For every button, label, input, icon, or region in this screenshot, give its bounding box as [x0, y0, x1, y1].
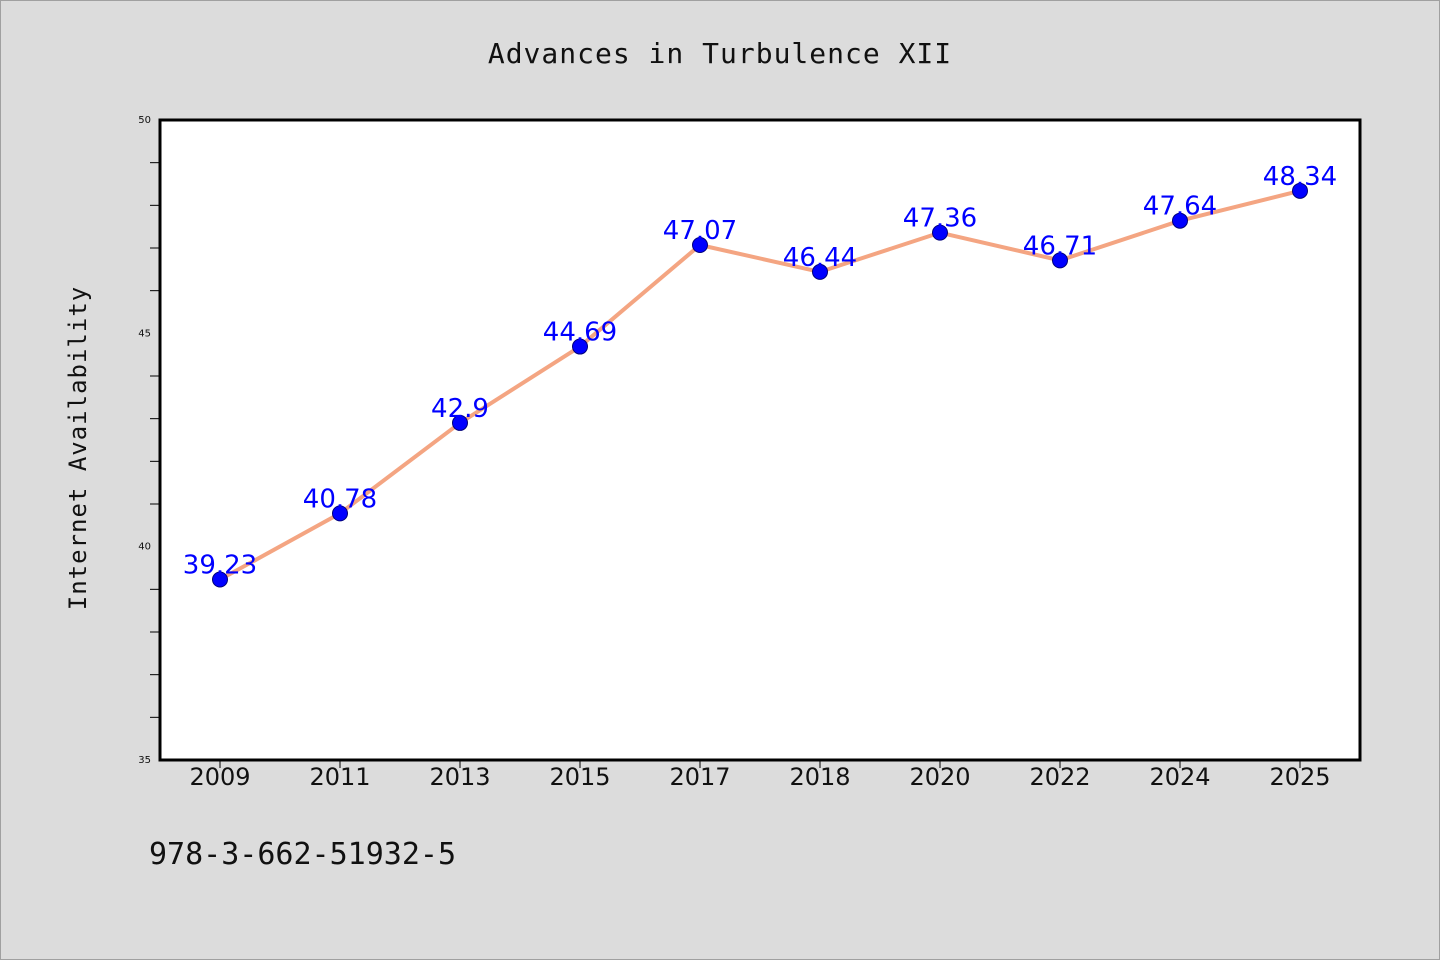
data-point [1172, 212, 1188, 229]
x-tick-label: 2024 [1149, 763, 1210, 791]
x-axis: 2009 2011 2013 2015 2017 2018 2020 2022 2024 2025 [189, 760, 1331, 791]
data-point [812, 263, 828, 280]
x-tick-label: 2017 [669, 763, 730, 791]
data-label: 44.69 [543, 318, 617, 348]
data-label: 39.23 [183, 551, 257, 581]
chart-title: Advances in Turbulence XII [488, 37, 952, 70]
y-tick-label: 50 [138, 115, 151, 126]
data-label: 46.44 [783, 243, 857, 273]
y-axis: 35 40 45 50 [138, 115, 160, 766]
x-tick-label: 2025 [1269, 763, 1330, 791]
series-line [218, 188, 1302, 582]
data-point [932, 224, 948, 241]
data-label: 46.71 [1023, 231, 1097, 261]
data-label: 47.36 [903, 204, 977, 234]
x-tick-label: 2018 [789, 763, 850, 791]
data-label: 47.07 [663, 216, 737, 246]
x-tick-label: 2020 [909, 763, 970, 791]
y-tick-label: 35 [138, 755, 151, 766]
plot-border [158, 118, 1362, 762]
x-tick-label: 2011 [309, 763, 370, 791]
data-label: 40.78 [303, 484, 377, 514]
x-tick-label: 2015 [549, 763, 610, 791]
data-point [1052, 252, 1068, 269]
series-group: 39.23 40.78 42.9 44.69 47.07 46.44 47.36 46.71 4… [183, 162, 1337, 588]
x-tick-label: 2013 [429, 763, 490, 791]
data-point [452, 414, 468, 431]
data-point [1292, 182, 1308, 199]
y-tick-label: 40 [138, 542, 151, 553]
data-label: 42.9 [431, 394, 489, 424]
y-tick-label: 45 [138, 328, 151, 339]
data-point [572, 338, 588, 355]
data-point [332, 505, 348, 522]
data-point [212, 571, 228, 588]
x-tick-label: 2022 [1029, 763, 1090, 791]
data-label: 48.34 [1263, 162, 1337, 192]
y-axis-label: Internet Availability [64, 286, 92, 610]
footer-isbn: 978-3-662-51932-5 [149, 837, 456, 872]
x-tick-label: 2009 [189, 763, 250, 791]
data-point [692, 237, 708, 254]
data-label: 47.64 [1143, 192, 1217, 222]
